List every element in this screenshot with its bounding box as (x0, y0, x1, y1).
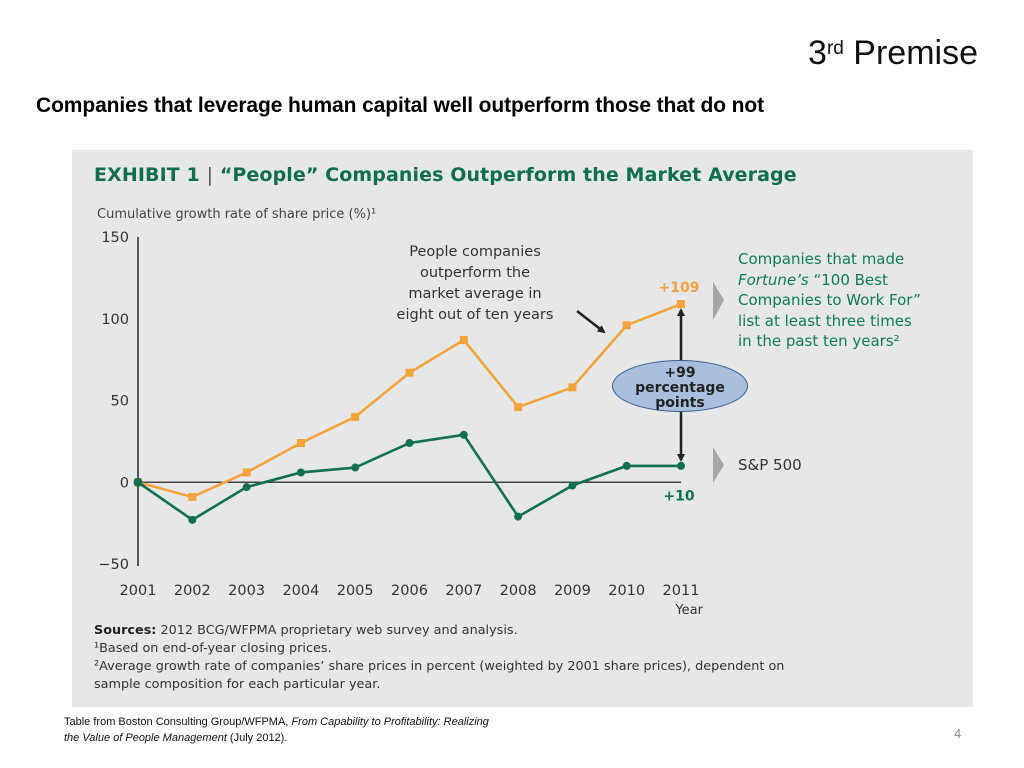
legend-sp500: S&P 500 (738, 456, 802, 474)
legend-line: Fortune’s “100 Best (738, 270, 968, 291)
people-data-point (188, 492, 197, 501)
people-data-point (351, 412, 360, 421)
annotation-line: eight out of ten years (396, 307, 554, 323)
y-tick-label: 0 (120, 475, 129, 491)
sp500-data-point (514, 512, 523, 521)
x-tick-label: 2003 (228, 583, 265, 599)
x-tick-label: 2008 (500, 583, 537, 599)
footnote-line-1: Table from Boston Consulting Group/WFPMA… (64, 714, 489, 730)
sp500-data-point (568, 481, 577, 490)
y-tick-label: 150 (101, 230, 129, 246)
legend-people-companies: Companies that made Fortune’s “100 Best … (738, 249, 968, 352)
legend-text: “100 Best (808, 270, 888, 289)
exhibit-number: EXHIBIT 1 (94, 164, 200, 186)
x-tick-label: 2005 (337, 583, 374, 599)
legend-line: in the past ten years² (738, 332, 900, 350)
x-tick-label: 2011 (663, 583, 700, 599)
note-1: ¹Based on end-of-year closing prices. (94, 641, 332, 656)
sp500-line (137, 433, 681, 522)
exhibit-separator: | (206, 164, 214, 186)
outperform-arrow-icon (576, 310, 606, 334)
outperform-annotation: People companies outperform the market a… (375, 242, 575, 326)
people-companies-line (137, 302, 682, 499)
legend-chevron-people-icon (713, 282, 724, 320)
y-axis-title: Cumulative growth rate of share price (%… (97, 207, 377, 222)
series-layer (133, 300, 685, 524)
callout-text: percentage (635, 380, 725, 396)
slide-subtitle: Companies that leverage human capital we… (36, 94, 765, 117)
sources-line: Sources: 2012 BCG/WFPMA proprietary web … (94, 622, 784, 640)
x-tick-label: 2010 (608, 583, 645, 599)
slide-title: 3rd Premise (808, 34, 978, 73)
x-tick-label: 2004 (282, 583, 319, 599)
title-text: Premise (843, 34, 978, 72)
sp500-data-point (296, 468, 305, 477)
people-data-point (459, 336, 468, 345)
callout-value: +99 (664, 365, 696, 381)
exhibit-notes: Sources: 2012 BCG/WFPMA proprietary web … (94, 622, 784, 694)
exhibit-panel: EXHIBIT 1 | “People” Companies Outperfor… (72, 150, 973, 707)
x-axis-title: Year (674, 603, 703, 618)
legend-line: Companies that made (738, 250, 905, 268)
note-2-continued: sample composition for each particular y… (94, 677, 381, 692)
people-end-value-label: +109 (659, 280, 700, 296)
annotation-line: market average in (408, 286, 542, 302)
note-2: ²Average growth rate of companies’ share… (94, 659, 785, 674)
line-chart: 150 100 50 0 −50 2001 2002 2003 2004 2005 2006 2007… (98, 230, 724, 618)
title-number: 3 (808, 34, 827, 72)
x-tick-label: 2006 (391, 583, 428, 599)
slide-footnote: Table from Boston Consulting Group/WFPMA… (64, 714, 489, 746)
annotation-line: outperform the (419, 265, 531, 281)
axes (137, 237, 681, 566)
people-data-point (568, 383, 577, 392)
people-data-point (242, 468, 251, 477)
sources-label: Sources: (94, 623, 157, 638)
sp500-data-point (459, 430, 468, 439)
sp500-data-point (677, 461, 685, 470)
legend-chevron-sp500-icon (713, 447, 724, 483)
sp500-data-point (351, 463, 360, 472)
annotation-line: People companies (409, 244, 541, 260)
callout-text: points (655, 395, 705, 411)
footnote-italic: From Capability to Profitability: Realiz… (291, 716, 489, 728)
exhibit-title: EXHIBIT 1 | “People” Companies Outperfor… (94, 164, 797, 186)
x-tick-label: 2001 (120, 583, 157, 599)
y-tick-label: 50 (111, 394, 129, 410)
title-superscript: rd (826, 38, 844, 59)
sp500-data-point (242, 483, 251, 492)
arrows (576, 308, 685, 462)
sp500-data-point (133, 477, 143, 487)
sp500-data-point (622, 461, 631, 470)
sp500-data-point (405, 439, 414, 448)
sp500-end-value-label: +10 (663, 488, 694, 504)
x-tick-label: 2009 (554, 583, 591, 599)
footnote-text: Table from Boston Consulting Group/WFPMA… (64, 716, 292, 728)
footnote-text: (July 2012). (226, 732, 288, 744)
people-data-point (405, 368, 414, 377)
people-data-point (677, 300, 685, 309)
legend-line: list at least three times (738, 311, 912, 330)
footnote-italic: the Value of People Management (64, 732, 227, 744)
legend-italic: Fortune’s (738, 270, 809, 289)
legend-line: Companies to Work For” (738, 291, 921, 309)
people-data-point (514, 403, 523, 412)
footnote-line-2: the Value of People Management (July 201… (64, 730, 489, 746)
people-data-point (296, 439, 305, 448)
tick-labels: 150 100 50 0 −50 2001 2002 2003 2004 2005 2006 2007… (98, 230, 703, 618)
y-tick-label: −50 (98, 557, 129, 573)
exhibit-heading: “People” Companies Outperform the Market… (219, 164, 797, 186)
page-number: 4 (954, 726, 962, 741)
x-tick-label: 2007 (445, 583, 482, 599)
y-tick-label: 100 (101, 312, 129, 328)
x-tick-label: 2002 (174, 583, 211, 599)
sp500-data-point (188, 515, 197, 524)
people-data-point (622, 321, 631, 330)
gap-callout: +99 percentage points (612, 360, 748, 412)
sources-text: 2012 BCG/WFPMA proprietary web survey an… (156, 623, 518, 638)
